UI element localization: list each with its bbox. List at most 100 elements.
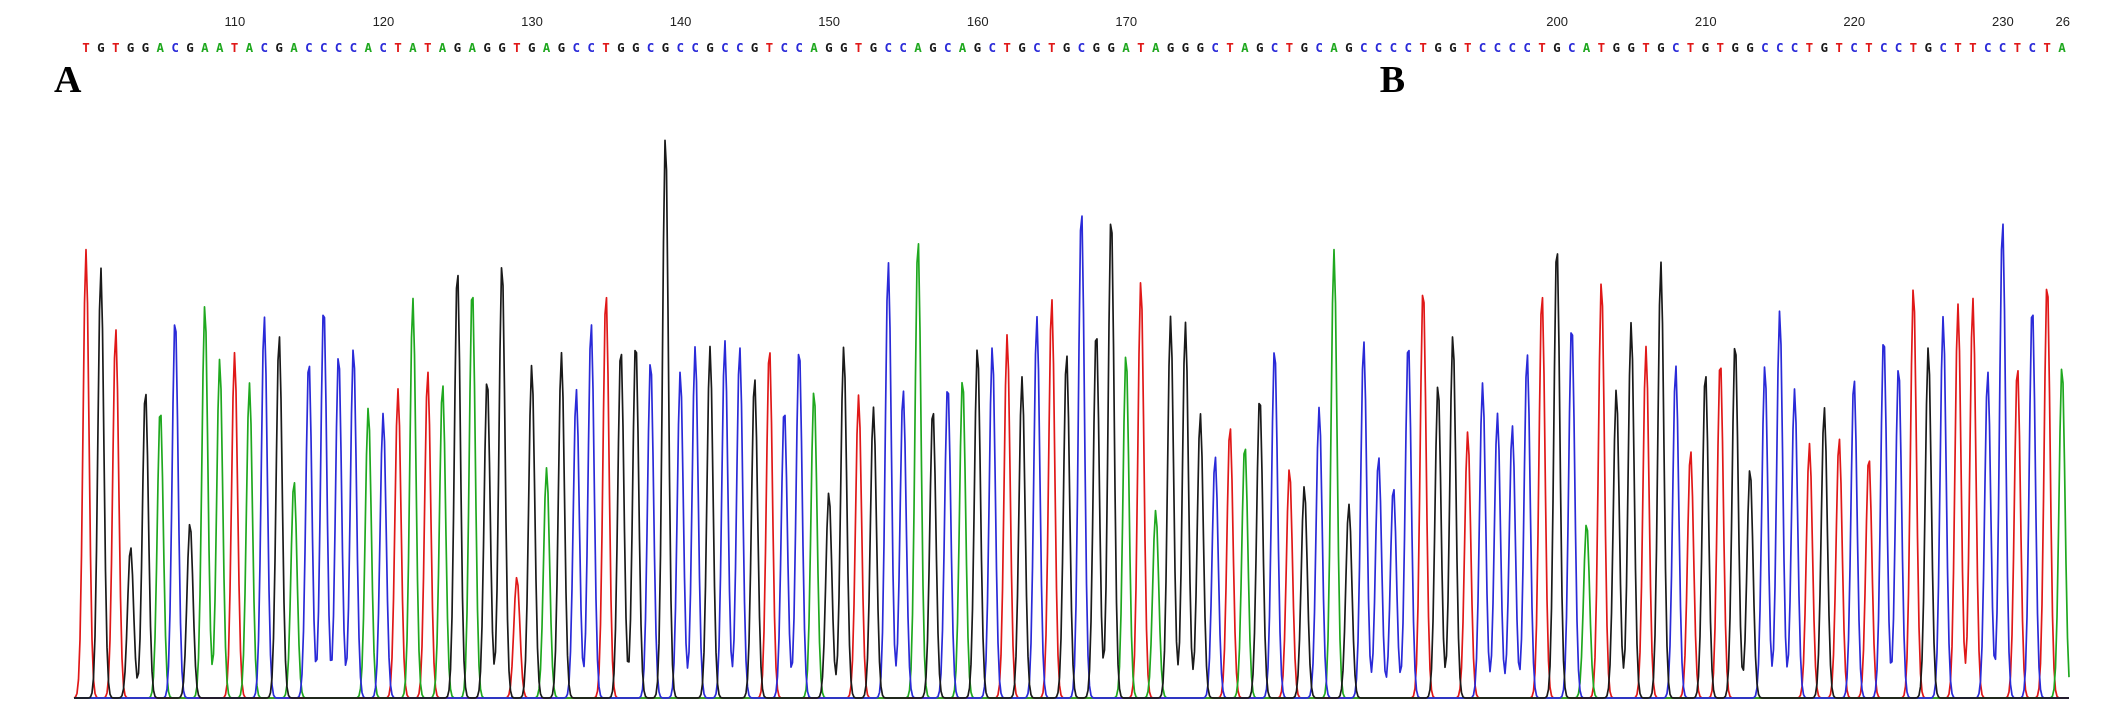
base-call-119: C xyxy=(1850,40,1858,55)
base-call-81: T xyxy=(1286,40,1294,55)
base-call-93: T xyxy=(1464,40,1472,55)
base-call-68: G xyxy=(1093,40,1101,55)
base-call-36: G xyxy=(617,40,625,55)
base-call-113: C xyxy=(1761,40,1769,55)
base-call-61: C xyxy=(989,40,997,55)
base-call-5: A xyxy=(157,40,165,55)
base-call-63: G xyxy=(1018,40,1026,55)
base-call-30: G xyxy=(528,40,536,55)
base-call-9: A xyxy=(216,40,224,55)
base-call-102: T xyxy=(1598,40,1606,55)
base-call-125: C xyxy=(1939,40,1947,55)
base-call-109: G xyxy=(1702,40,1710,55)
position-tick-110: 110 xyxy=(224,14,245,29)
base-call-91: G xyxy=(1434,40,1442,55)
base-call-84: A xyxy=(1330,40,1338,55)
base-call-133: A xyxy=(2058,40,2066,55)
base-call-0: T xyxy=(82,40,90,55)
base-call-42: G xyxy=(706,40,714,55)
base-call-1: G xyxy=(97,40,105,55)
base-call-47: C xyxy=(781,40,789,55)
base-call-33: C xyxy=(573,40,581,55)
position-tick-150: 150 xyxy=(818,14,840,29)
trace-G xyxy=(74,139,2069,699)
base-call-86: C xyxy=(1360,40,1368,55)
base-call-49: A xyxy=(810,40,818,55)
base-call-115: C xyxy=(1791,40,1799,55)
base-call-45: G xyxy=(751,40,759,55)
position-tick-140: 140 xyxy=(670,14,692,29)
base-call-10: T xyxy=(231,40,239,55)
base-call-39: G xyxy=(662,40,670,55)
base-call-38: C xyxy=(647,40,655,55)
position-tick-130: 130 xyxy=(521,14,543,29)
base-call-98: T xyxy=(1538,40,1546,55)
base-call-92: G xyxy=(1449,40,1457,55)
base-call-131: C xyxy=(2029,40,2037,55)
base-call-43: C xyxy=(721,40,729,55)
base-call-79: G xyxy=(1256,40,1264,55)
base-call-64: C xyxy=(1033,40,1041,55)
base-call-74: G xyxy=(1182,40,1190,55)
position-tick-26: 26 xyxy=(2056,14,2070,29)
base-call-80: C xyxy=(1271,40,1279,55)
base-call-44: C xyxy=(736,40,744,55)
base-call-76: C xyxy=(1211,40,1219,55)
base-call-18: C xyxy=(350,40,358,55)
base-call-101: A xyxy=(1583,40,1591,55)
base-call-54: C xyxy=(885,40,893,55)
base-call-22: A xyxy=(409,40,417,55)
base-call-62: T xyxy=(1003,40,1011,55)
base-call-21: T xyxy=(394,40,402,55)
base-call-77: T xyxy=(1226,40,1234,55)
base-call-51: G xyxy=(840,40,848,55)
base-call-8: A xyxy=(201,40,209,55)
base-call-6: C xyxy=(171,40,179,55)
base-call-116: T xyxy=(1806,40,1814,55)
base-call-12: C xyxy=(261,40,269,55)
base-call-121: C xyxy=(1880,40,1888,55)
base-call-35: T xyxy=(602,40,610,55)
base-call-37: G xyxy=(632,40,640,55)
base-call-20: C xyxy=(379,40,387,55)
base-call-114: C xyxy=(1776,40,1784,55)
base-call-103: G xyxy=(1613,40,1621,55)
base-call-126: T xyxy=(1954,40,1962,55)
base-call-25: G xyxy=(454,40,462,55)
base-call-46: T xyxy=(766,40,774,55)
position-tick-230: 230 xyxy=(1992,14,2014,29)
base-call-58: C xyxy=(944,40,952,55)
base-call-122: C xyxy=(1895,40,1903,55)
base-call-27: G xyxy=(483,40,491,55)
base-call-128: C xyxy=(1984,40,1992,55)
base-call-34: C xyxy=(587,40,595,55)
base-call-97: C xyxy=(1523,40,1531,55)
base-call-57: G xyxy=(929,40,937,55)
trace-area xyxy=(73,139,2070,699)
base-call-2: T xyxy=(112,40,120,55)
base-call-90: T xyxy=(1419,40,1427,55)
position-tick-200: 200 xyxy=(1546,14,1568,29)
base-call-120: T xyxy=(1865,40,1873,55)
panel-label-A: A xyxy=(54,59,82,101)
base-call-40: C xyxy=(677,40,685,55)
base-call-23: T xyxy=(424,40,432,55)
base-call-13: G xyxy=(275,40,283,55)
base-call-24: A xyxy=(439,40,447,55)
base-call-66: G xyxy=(1063,40,1071,55)
base-call-95: C xyxy=(1494,40,1502,55)
base-call-32: G xyxy=(558,40,566,55)
base-call-112: G xyxy=(1746,40,1754,55)
base-call-108: T xyxy=(1687,40,1695,55)
base-call-29: T xyxy=(513,40,521,55)
base-call-28: G xyxy=(498,40,506,55)
base-call-75: G xyxy=(1197,40,1205,55)
base-call-3: G xyxy=(127,40,135,55)
base-call-89: C xyxy=(1405,40,1413,55)
base-call-124: G xyxy=(1925,40,1933,55)
position-tick-160: 160 xyxy=(967,14,989,29)
position-tick-labels: 1101201301401501601702002102202302402502… xyxy=(224,14,2070,29)
base-call-130: T xyxy=(2014,40,2022,55)
